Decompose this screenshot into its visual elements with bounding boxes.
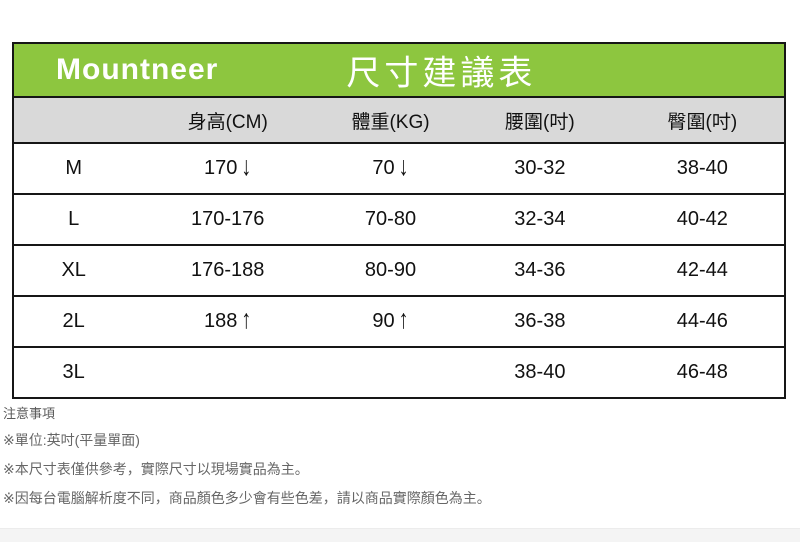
- table-cell: 44-46: [676, 310, 728, 332]
- brand-logo: Mountneer: [56, 53, 219, 86]
- table-cell: 70 ↓: [372, 152, 409, 182]
- note-color-difference: ※因每台電腦解析度不同，商品顏色多少會有些色差，請以商品實際顏色為主。: [3, 490, 491, 506]
- size-label: M: [65, 157, 82, 179]
- column-header: 身高(CM): [187, 111, 268, 133]
- bottom-divider: [0, 528, 800, 542]
- table-cell: 80-90: [364, 259, 417, 281]
- table-row: L 170-176 70-80 32-34 40-42: [14, 193, 784, 244]
- column-header: 腰圍(吋): [505, 111, 575, 133]
- table-cell: 170 ↓: [203, 152, 252, 182]
- table-cell: 170-176: [190, 208, 265, 230]
- table-cell: 188 ↑: [203, 305, 252, 335]
- column-header-row: 身高(CM) 體重(KG) 腰圍(吋) 臀圍(吋): [14, 96, 784, 142]
- size-label: L: [68, 208, 80, 230]
- table-cell: 34-36: [514, 259, 566, 281]
- arrow-up-icon: ↑: [241, 305, 252, 335]
- column-header: 臀圍(吋): [667, 111, 738, 133]
- table-cell: 40-42: [676, 208, 728, 230]
- notes-section: 注意事項 ※單位:英吋(平量單面) ※本尺寸表僅供參考，實際尺寸以現場實品為主。…: [3, 404, 491, 517]
- table-cell: 176-188: [190, 259, 265, 281]
- table-row: 2L 188 ↑ 90 ↑ 36-38 44-46: [14, 295, 784, 346]
- table-cell: 42-44: [676, 259, 728, 281]
- size-label: 2L: [62, 310, 85, 332]
- table-row: M 170 ↓ 70 ↓ 30-32 38-40: [14, 142, 784, 193]
- column-header: 體重(KG): [351, 111, 430, 133]
- table-header-bar: Mountneer 尺寸建議表: [14, 44, 784, 96]
- table-row: 3L 38-40 46-48: [14, 346, 784, 397]
- note-unit: ※單位:英吋(平量單面): [3, 432, 140, 448]
- table-row: XL 176-188 80-90 34-36 42-44: [14, 244, 784, 295]
- table-cell: 38-40: [514, 361, 566, 383]
- size-label: 3L: [62, 361, 85, 383]
- table-cell: 32-34: [514, 208, 566, 230]
- notes-title: 注意事項: [3, 406, 56, 421]
- size-label: XL: [61, 259, 86, 281]
- table-title: 尺寸建議表: [346, 54, 537, 93]
- arrow-down-icon: ↓: [398, 152, 409, 182]
- arrow-up-icon: ↑: [398, 305, 409, 335]
- table-cell: 90 ↑: [372, 305, 409, 335]
- arrow-down-icon: ↓: [241, 152, 252, 182]
- note-reference: ※本尺寸表僅供參考，實際尺寸以現場實品為主。: [3, 461, 309, 477]
- size-chart-table: Mountneer 尺寸建議表 身高(CM) 體重(KG) 腰圍(吋) 臀圍(吋) M…: [12, 42, 786, 399]
- table-cell: 38-40: [676, 157, 728, 179]
- table-cell: 70-80: [364, 208, 417, 230]
- table-cell: 30-32: [514, 157, 566, 179]
- table-cell: 36-38: [514, 310, 566, 332]
- table-body: M 170 ↓ 70 ↓ 30-32 38-40 L 170-176 70-80 32-34 40-4…: [14, 142, 784, 397]
- table-cell: 46-48: [676, 361, 728, 383]
